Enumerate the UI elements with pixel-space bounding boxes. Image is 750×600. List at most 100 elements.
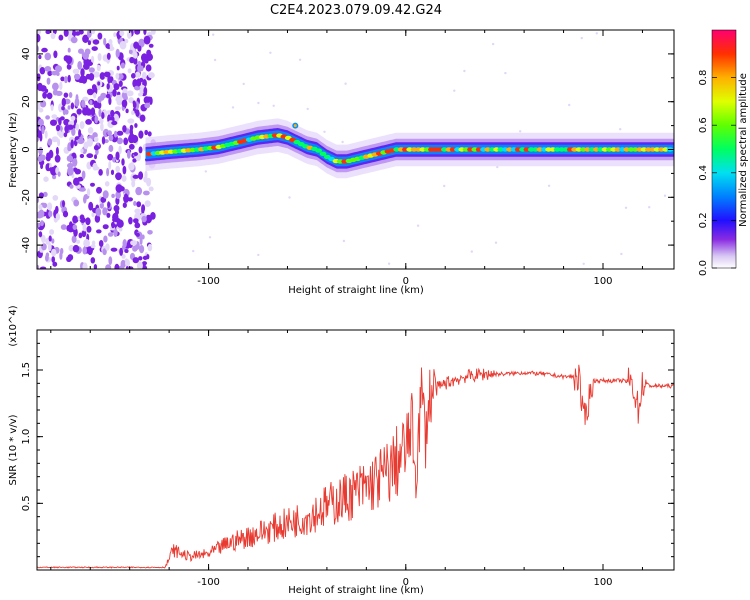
- noise-speckle: [101, 112, 105, 119]
- noise-speckle: [51, 114, 58, 119]
- noise-speckle: [86, 225, 92, 233]
- noise-speckle: [141, 71, 147, 81]
- noise-speckle: [147, 216, 151, 224]
- colorbar-tick-label: 0.0: [698, 260, 709, 276]
- noise-speckle: [67, 47, 71, 53]
- noise-speckle: [148, 72, 155, 79]
- noise-dot: [231, 106, 235, 109]
- noise-speckle: [37, 102, 41, 110]
- noise-speckle: [42, 202, 48, 209]
- noise-speckle: [72, 68, 80, 75]
- noise-speckle: [77, 61, 83, 70]
- noise-speckle: [132, 158, 137, 163]
- noise-speckle: [106, 212, 111, 218]
- noise-speckle: [91, 84, 97, 91]
- noise-dot: [416, 224, 420, 227]
- noise-speckle: [87, 88, 94, 96]
- noise-speckle: [90, 182, 95, 187]
- noise-speckle: [51, 136, 59, 143]
- noise-speckle: [120, 259, 126, 269]
- noise-speckle: [136, 201, 142, 208]
- noise-speckle: [115, 72, 120, 80]
- noise-speckle: [66, 155, 74, 162]
- noise-speckle: [88, 67, 95, 73]
- noise-speckle: [143, 35, 151, 45]
- noise-speckle: [50, 119, 57, 126]
- noise-speckle: [60, 247, 64, 255]
- noise-speckle: [113, 228, 118, 237]
- noise-speckle: [51, 256, 55, 263]
- noise-speckle: [126, 90, 134, 97]
- noise-dot: [242, 82, 245, 86]
- noise-speckle: [85, 119, 92, 125]
- noise-speckle: [133, 51, 138, 59]
- noise-speckle: [85, 108, 92, 116]
- noise-speckle: [76, 239, 81, 244]
- noise-speckle: [111, 120, 118, 126]
- noise-dot: [204, 170, 207, 173]
- noise-speckle: [79, 153, 85, 159]
- noise-speckle: [52, 261, 58, 267]
- noise-speckle: [90, 257, 96, 264]
- noise-speckle: [98, 95, 105, 101]
- noise-speckle: [128, 118, 134, 123]
- noise-speckle: [110, 247, 118, 252]
- noise-speckle: [112, 89, 117, 97]
- noise-speckle: [55, 90, 63, 96]
- noise-speckle: [80, 148, 84, 153]
- noise-dot: [208, 236, 212, 239]
- noise-speckle: [94, 115, 99, 124]
- noise-speckle: [93, 264, 98, 269]
- noise-speckle: [145, 56, 152, 61]
- noise-speckle: [68, 244, 75, 252]
- noise-speckle: [97, 53, 102, 61]
- noise-speckle: [91, 240, 96, 246]
- noise-speckle: [91, 212, 95, 217]
- noise-dot: [470, 250, 473, 253]
- noise-speckle: [119, 30, 125, 37]
- noise-speckle: [37, 156, 43, 162]
- noise-dot: [288, 196, 291, 199]
- noise-speckle: [78, 48, 84, 54]
- noise-speckle: [146, 49, 152, 57]
- noise-speckle: [132, 174, 140, 179]
- noise-speckle: [135, 71, 141, 78]
- noise-speckle: [55, 205, 59, 214]
- noise-speckle: [121, 158, 125, 166]
- spectrogram-plot-area: [37, 30, 674, 269]
- noise-speckle: [141, 215, 147, 223]
- noise-speckle: [45, 254, 49, 262]
- noise-speckle: [38, 107, 44, 113]
- noise-speckle: [42, 91, 47, 99]
- noise-speckle: [110, 109, 115, 118]
- colorbar-tick-label: 0.6: [698, 117, 709, 133]
- noise-speckle: [90, 244, 96, 249]
- noise-speckle: [131, 73, 136, 79]
- noise-speckle: [39, 266, 47, 269]
- noise-speckle: [60, 224, 67, 230]
- noise-speckle: [128, 162, 135, 171]
- noise-speckle: [52, 82, 59, 91]
- noise-speckle: [48, 167, 54, 172]
- noise-speckle: [60, 76, 65, 82]
- noise-speckle: [132, 101, 137, 109]
- noise-speckle: [43, 176, 49, 182]
- noise-speckle: [67, 64, 71, 70]
- noise-speckle: [149, 96, 153, 105]
- noise-speckle: [89, 99, 93, 106]
- noise-speckle: [100, 122, 104, 132]
- noise-speckle: [115, 191, 121, 200]
- noise-speckle: [122, 202, 127, 208]
- noise-speckle: [134, 222, 141, 229]
- noise-speckle: [79, 121, 85, 130]
- noise-speckle: [128, 217, 133, 225]
- noise-speckle: [141, 204, 146, 213]
- noise-speckle: [55, 213, 61, 221]
- noise-speckle: [81, 99, 86, 108]
- noise-speckle: [47, 138, 53, 146]
- noise-speckle: [144, 129, 149, 136]
- noise-speckle: [83, 239, 90, 248]
- noise-speckle: [61, 106, 65, 111]
- noise-speckle: [133, 152, 138, 156]
- spectrogram-panel: -100 0 100 -40 -20 0 20 40 Height of straight l…: [8, 29, 675, 296]
